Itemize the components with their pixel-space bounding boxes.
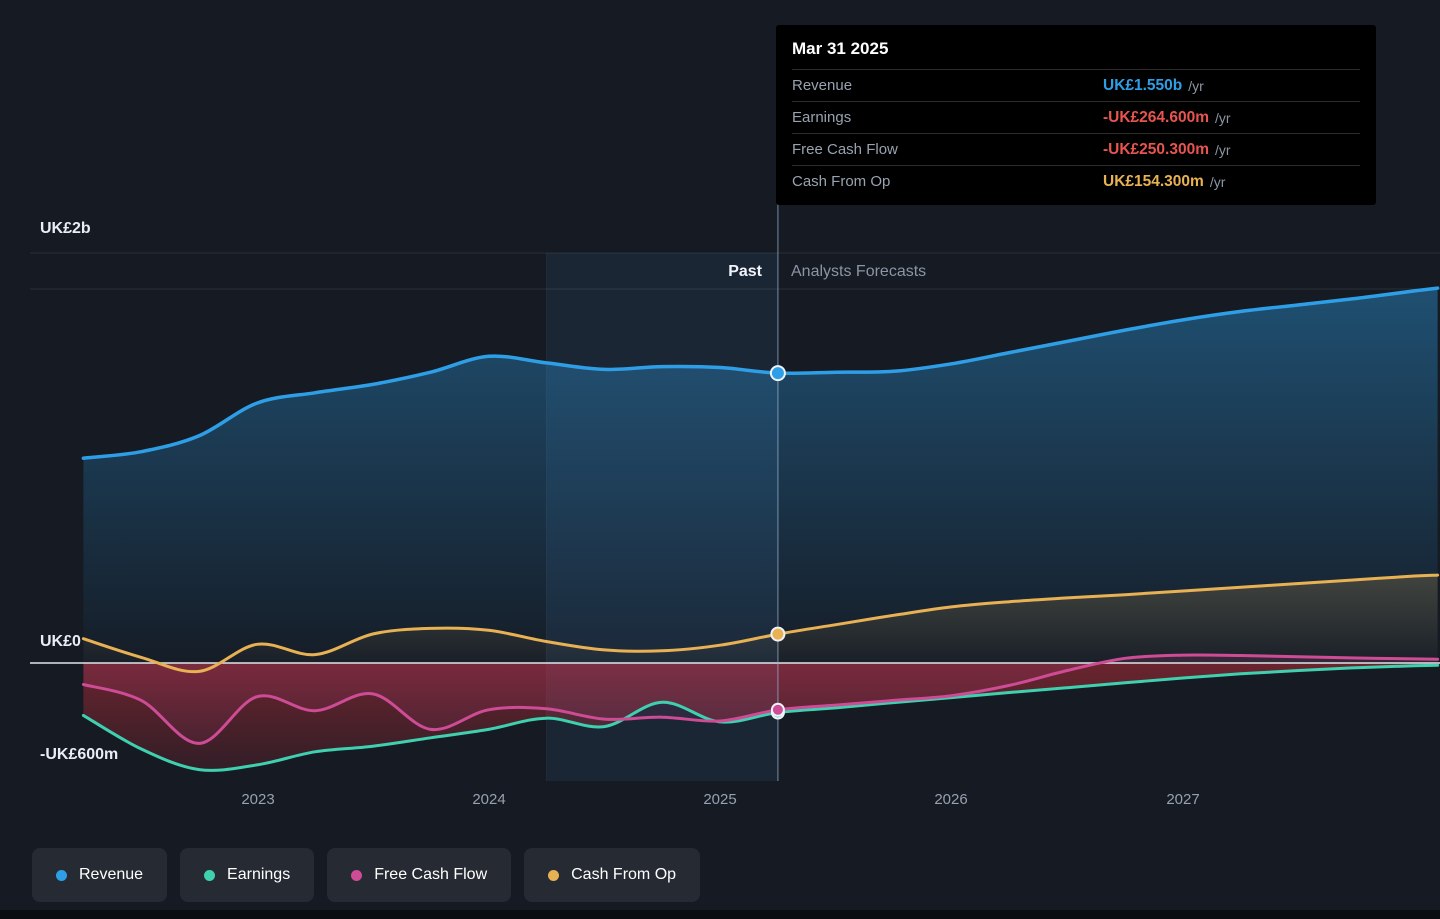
y-axis-label-neg600m: -UK£600m (40, 746, 118, 764)
tooltip-value-free-cash-flow: -UK£250.300m (1103, 141, 1209, 159)
earnings-dot-icon (204, 870, 215, 881)
tooltip-label-free-cash-flow: Free Cash Flow (792, 141, 1103, 158)
legend-label-cash-from-op: Cash From Op (571, 866, 676, 884)
legend-item-revenue[interactable]: Revenue (32, 848, 167, 902)
tooltip-suffix-free-cash-flow: /yr (1215, 142, 1231, 158)
x-axis-label-2026: 2026 (911, 791, 991, 808)
tooltip-date: Mar 31 2025 (776, 25, 1376, 69)
cash-from-op-dot-icon (548, 870, 559, 881)
legend-label-free-cash-flow: Free Cash Flow (374, 866, 487, 884)
free-cash-flow-dot-icon (351, 870, 362, 881)
tooltip-row-cash-from-op: Cash From Op UK£154.300m /yr (792, 165, 1360, 197)
legend-label-revenue: Revenue (79, 866, 143, 884)
legend-label-earnings: Earnings (227, 866, 290, 884)
tooltip-suffix-revenue: /yr (1188, 78, 1204, 94)
tooltip-suffix-cash-from-op: /yr (1210, 174, 1226, 190)
tooltip-value-earnings: -UK£264.600m (1103, 109, 1209, 127)
data-tooltip: Mar 31 2025 Revenue UK£1.550b /yr Earnin… (776, 25, 1376, 205)
x-axis-label-2025: 2025 (680, 791, 760, 808)
legend-item-earnings[interactable]: Earnings (180, 848, 314, 902)
tooltip-row-revenue: Revenue UK£1.550b /yr (792, 69, 1360, 101)
tooltip-row-free-cash-flow: Free Cash Flow -UK£250.300m /yr (792, 133, 1360, 165)
bottom-bar (0, 910, 1440, 919)
y-axis-label-2b: UK£2b (40, 220, 91, 238)
tooltip-label-earnings: Earnings (792, 109, 1103, 126)
legend-item-cash-from-op[interactable]: Cash From Op (524, 848, 700, 902)
tooltip-label-revenue: Revenue (792, 77, 1103, 94)
tooltip-value-cash-from-op: UK£154.300m (1103, 173, 1204, 191)
tooltip-label-cash-from-op: Cash From Op (792, 173, 1103, 190)
tooltip-value-revenue: UK£1.550b (1103, 77, 1182, 95)
analysts-forecasts-section-label: Analysts Forecasts (791, 263, 926, 281)
chart-legend: Revenue Earnings Free Cash Flow Cash Fro… (32, 848, 700, 902)
legend-item-free-cash-flow[interactable]: Free Cash Flow (327, 848, 511, 902)
x-axis-label-2023: 2023 (218, 791, 298, 808)
revenue-dot-icon (56, 870, 67, 881)
y-axis-label-0: UK£0 (40, 633, 81, 651)
earnings-revenue-growth-chart: UK£2b UK£0 -UK£600m 2023 2024 2025 2026 … (0, 0, 1440, 919)
tooltip-row-earnings: Earnings -UK£264.600m /yr (792, 101, 1360, 133)
x-axis-label-2027: 2027 (1143, 791, 1223, 808)
past-section-label: Past (562, 263, 762, 281)
tooltip-suffix-earnings: /yr (1215, 110, 1231, 126)
x-axis-label-2024: 2024 (449, 791, 529, 808)
